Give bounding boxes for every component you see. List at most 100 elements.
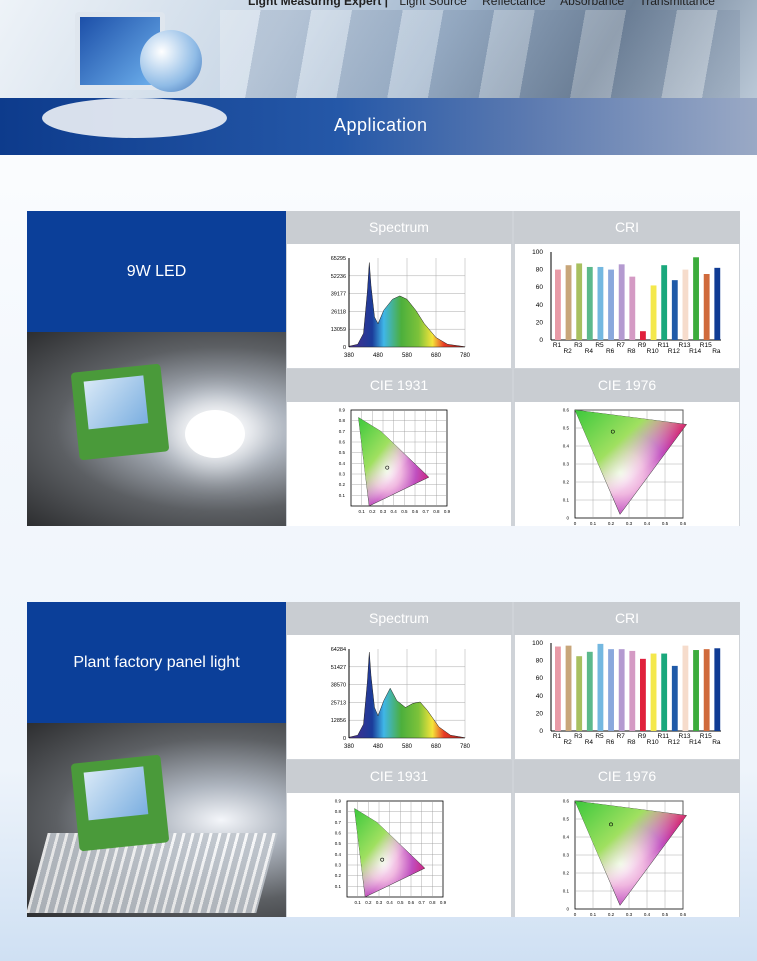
x-tick-label: 0.6 bbox=[680, 521, 687, 526]
y-tick-label: 0.2 bbox=[563, 871, 570, 876]
y-tick-label: 0.3 bbox=[563, 853, 570, 858]
x-tick-label: 0.3 bbox=[626, 912, 633, 917]
x-tick-label: R9 bbox=[638, 342, 647, 349]
chromaticity-point bbox=[385, 465, 390, 470]
x-tick-label: R9 bbox=[638, 733, 647, 740]
x-tick-label: R2 bbox=[563, 739, 572, 746]
brand-text: Light Measuring Expert | bbox=[248, 0, 389, 8]
nav-absorbance[interactable]: Absorbance bbox=[560, 0, 625, 8]
nav-light-source[interactable]: Light Source bbox=[399, 0, 467, 8]
spectrum-header: Spectrum bbox=[286, 602, 512, 635]
spectrum-area bbox=[348, 652, 466, 739]
cri-bar-r13 bbox=[682, 645, 689, 731]
x-tick-label: 480 bbox=[373, 353, 384, 359]
header-banner: Light Measuring Expert | Light Source Re… bbox=[0, 0, 757, 155]
cri-chart: 020406080100R1R2R3R4R5R6R7R8R9R10R11R12R… bbox=[532, 249, 721, 355]
x-tick-label: 0.2 bbox=[608, 912, 615, 917]
y-tick-label: 0.4 bbox=[563, 835, 570, 840]
cri-bar-r3 bbox=[576, 263, 583, 340]
y-tick-label: 0.7 bbox=[335, 820, 342, 825]
y-tick-label: 26118 bbox=[331, 309, 346, 315]
x-tick-label: 0.4 bbox=[644, 912, 651, 917]
y-tick-label: 60 bbox=[536, 284, 544, 291]
y-tick-label: 0.9 bbox=[335, 799, 342, 804]
x-tick-label: R5 bbox=[595, 733, 604, 740]
x-tick-label: 780 bbox=[460, 744, 471, 750]
x-tick-label: R4 bbox=[585, 348, 594, 355]
spectrum-chart: 380 480 580 680 780 65295 52236 39177 26118 13059… bbox=[331, 256, 471, 359]
x-tick-label: 380 bbox=[344, 353, 355, 359]
x-tick-label: 680 bbox=[431, 353, 442, 359]
x-tick-label: R7 bbox=[617, 342, 626, 349]
cri-bar-r9 bbox=[640, 658, 646, 731]
y-tick-label: 0.2 bbox=[339, 482, 346, 487]
x-tick-label: R13 bbox=[679, 342, 691, 349]
cri-bar-r1 bbox=[555, 646, 561, 731]
cri-header: CRI bbox=[514, 602, 740, 635]
cie1976-panel: CIE 1976 0 0.1 0.2 0.3 0.4 0.5 0.6 0 0.1 0.2 0.3 0.4… bbox=[514, 369, 740, 526]
x-tick-label: R12 bbox=[668, 348, 680, 355]
x-tick-label: R11 bbox=[658, 733, 670, 740]
x-tick-label: 0.8 bbox=[433, 509, 440, 514]
y-tick-label: 0.4 bbox=[339, 461, 346, 466]
x-tick-label: R1 bbox=[553, 342, 562, 349]
y-tick-label: 0 bbox=[539, 337, 543, 344]
x-tick-label: 0.1 bbox=[590, 912, 597, 917]
y-tick-label: 0.6 bbox=[339, 440, 346, 445]
x-tick-label: 0.9 bbox=[444, 509, 451, 514]
x-tick-label: 0.7 bbox=[423, 509, 430, 514]
x-tick-label: 0.5 bbox=[397, 900, 404, 905]
application-section: Plant factory panel light Spectrum 380 480… bbox=[26, 602, 740, 917]
y-tick-label: 0.1 bbox=[335, 884, 342, 889]
y-tick-label: 100 bbox=[532, 640, 543, 647]
gamut-green-region bbox=[354, 808, 425, 897]
x-tick-label: 0.9 bbox=[440, 900, 447, 905]
cri-bar-ra bbox=[714, 267, 721, 340]
meter-device-image bbox=[70, 754, 170, 852]
x-tick-label: 580 bbox=[402, 353, 413, 359]
y-tick-label: 0.5 bbox=[335, 841, 342, 846]
nav-transmittance[interactable]: Transmittance bbox=[639, 0, 715, 8]
y-tick-label: 0.2 bbox=[335, 873, 342, 878]
nav-reflectance[interactable]: Reflectance bbox=[482, 0, 546, 8]
cri-bar-r6 bbox=[608, 649, 614, 731]
y-tick-label: 13059 bbox=[331, 327, 346, 333]
x-tick-label: R10 bbox=[647, 739, 659, 746]
x-tick-label: 0.3 bbox=[380, 509, 387, 514]
product-photo bbox=[27, 332, 286, 526]
cri-panel: CRI 0 20 40 60 80 100 R1 R2 R3 R4 R5 R6 R7 R8 R9 R10 R11 R… bbox=[514, 602, 740, 759]
y-tick-label: 0.8 bbox=[339, 418, 346, 423]
y-tick-label: 0.5 bbox=[563, 426, 570, 431]
x-tick-label: 0.4 bbox=[391, 509, 398, 514]
chromaticity-point bbox=[609, 822, 613, 827]
x-tick-label: 0.6 bbox=[408, 900, 415, 905]
x-tick-label: R3 bbox=[574, 733, 583, 740]
y-tick-label: 80 bbox=[536, 267, 544, 274]
x-tick-label: R2 bbox=[563, 348, 572, 355]
banner-background bbox=[220, 10, 740, 98]
cri-bar-r5 bbox=[597, 643, 604, 731]
cri-bar-r12 bbox=[671, 665, 678, 731]
cie1976-header: CIE 1976 bbox=[514, 760, 740, 793]
y-tick-label: 52236 bbox=[331, 274, 346, 280]
x-tick-label: R15 bbox=[700, 733, 712, 740]
y-tick-label: 0.2 bbox=[563, 480, 570, 485]
cri-bar-r4 bbox=[586, 266, 593, 340]
application-section: 9W LED Spectrum 380 480 580 680 780 65295 52236… bbox=[27, 211, 740, 526]
y-tick-label: 80 bbox=[536, 658, 544, 665]
x-tick-label: R1 bbox=[553, 733, 562, 740]
y-tick-label: 0 bbox=[566, 907, 569, 912]
x-tick-label: 0 bbox=[574, 521, 577, 526]
y-tick-label: 0.1 bbox=[563, 889, 570, 894]
cri-bar-r10 bbox=[650, 653, 657, 731]
chromaticity-point bbox=[610, 429, 615, 434]
cri-bar-r4 bbox=[586, 651, 593, 731]
product-title-text: 9W LED bbox=[126, 262, 187, 280]
product-title: Plant factory panel light bbox=[27, 602, 286, 723]
x-tick-label: 0.1 bbox=[590, 521, 597, 526]
cri-bar-r8 bbox=[629, 650, 636, 731]
y-tick-label: 0.6 bbox=[563, 408, 570, 413]
measurement-grid: Spectrum 380 480 580 680 780 64284 51427 38570 25… bbox=[286, 602, 740, 917]
section-title: Application bbox=[334, 115, 428, 135]
cie1931-panel: CIE 1931 0.1 0.2 0.3 0.4 0.5 0.6 0.7 0.8 0.9 0.1 0.… bbox=[286, 760, 512, 917]
